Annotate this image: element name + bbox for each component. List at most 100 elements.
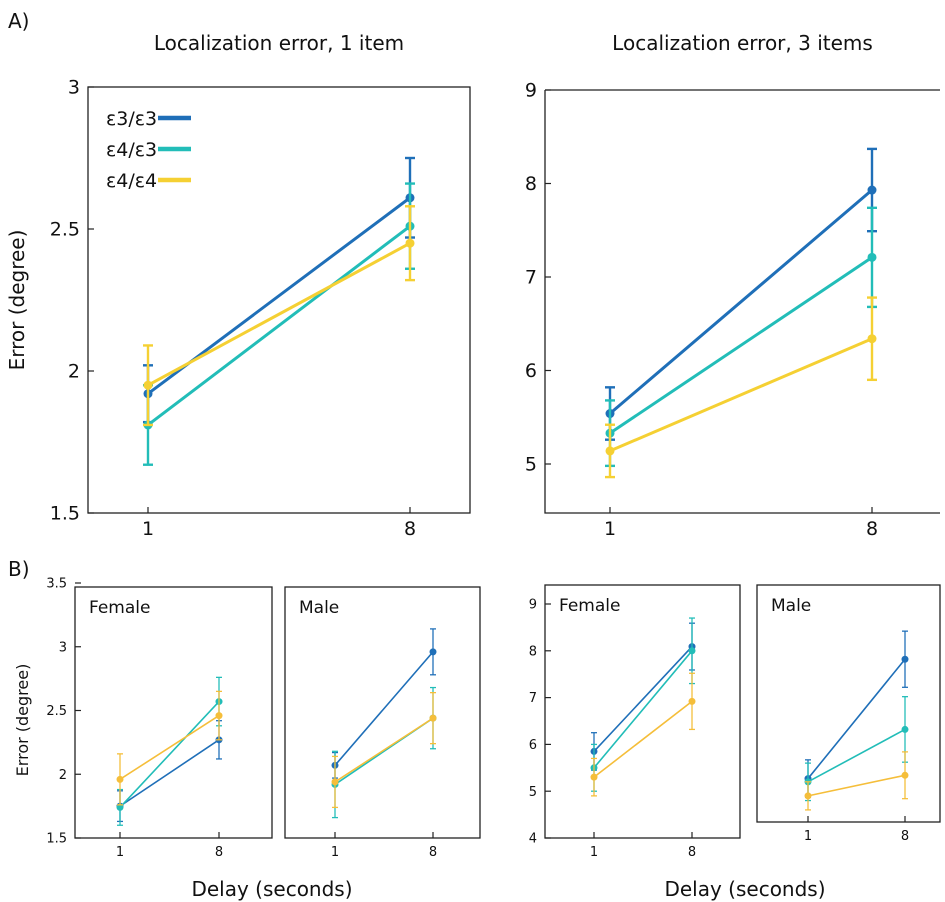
- chart-bf3: Female 1 8 4 5 6 7 8 9: [529, 584, 741, 860]
- series-line: [593, 645, 693, 753]
- plot-frame: [74, 586, 273, 839]
- panel-title: Male: [771, 596, 811, 616]
- x-tick-label: 8: [215, 845, 223, 860]
- y-tick-label: 7: [529, 691, 537, 706]
- panel-title: Localization error, 1 item: [154, 31, 404, 55]
- y-tick-label: 3: [59, 640, 67, 655]
- y-tick-label: 8: [525, 173, 537, 195]
- series-line: [119, 714, 220, 781]
- series-3: [143, 205, 415, 427]
- panel-a-label: A): [8, 9, 29, 33]
- x-tick-label: 1: [116, 845, 124, 860]
- plots: Localization error, 1 item 1 8 1.5 2 2.5 3 Loca…: [46, 31, 941, 860]
- data-point: [116, 775, 124, 783]
- data-point: [143, 380, 153, 390]
- series-line: [593, 649, 693, 769]
- series-line: [608, 188, 874, 416]
- series-line: [608, 255, 874, 435]
- plot-frame: [544, 584, 741, 839]
- chart-a1: Localization error, 1 item 1 8 1.5 2 2.5 3: [50, 31, 471, 540]
- y-tick-label: 4: [529, 832, 537, 847]
- series-line: [146, 241, 412, 387]
- plot-frame: [756, 584, 941, 823]
- data-point: [688, 697, 696, 705]
- y-tick-label: 2.5: [50, 219, 80, 241]
- series-line: [334, 651, 434, 767]
- y-tick-label: 6: [529, 738, 537, 753]
- y-tick-label: 9: [525, 80, 537, 102]
- y-tick-label: 1.5: [50, 503, 80, 525]
- series-2: [605, 206, 877, 468]
- data-point: [331, 778, 339, 786]
- y-tick-label: 5: [529, 785, 537, 800]
- series-line: [807, 774, 906, 797]
- y-axis-label-b: Error (degree): [13, 664, 32, 777]
- y-tick-label: 6: [525, 360, 537, 382]
- chart-bm1: Male 1 8: [284, 586, 481, 860]
- series-3: [804, 751, 909, 811]
- panel-b-label: B): [8, 557, 30, 581]
- data-point: [804, 792, 812, 800]
- x-tick-label: 1: [804, 829, 812, 844]
- panel-title: Localization error, 3 items: [612, 31, 873, 55]
- plot-frame: [284, 586, 481, 839]
- series-1: [143, 156, 415, 424]
- panel-title: Male: [299, 598, 339, 618]
- data-point: [867, 185, 877, 195]
- chart-bf1: Female 1 8 1.5 2 2.5 3 3.5: [46, 577, 273, 860]
- series-3: [590, 672, 696, 797]
- plot-frame: [544, 89, 940, 514]
- y-tick-label: 2.5: [46, 704, 67, 719]
- y-tick-label: 3: [68, 77, 80, 99]
- series-line: [119, 739, 220, 807]
- series-3: [116, 690, 223, 806]
- y-tick-label: 7: [525, 267, 537, 289]
- series-3: [605, 296, 877, 479]
- y-tick-label: 2: [68, 361, 80, 383]
- series-line: [119, 700, 220, 809]
- legend-label: ε3/ε3: [106, 108, 157, 130]
- x-tick-label: 8: [429, 845, 437, 860]
- y-tick-label: 2: [59, 768, 67, 783]
- series-2: [116, 676, 223, 826]
- x-axis-label-right: Delay (seconds): [664, 877, 825, 901]
- series-line: [146, 224, 412, 427]
- series-line: [334, 717, 434, 783]
- data-point: [867, 252, 877, 262]
- legend-label: ε4/ε4: [106, 170, 157, 192]
- x-tick-label: 1: [142, 518, 154, 540]
- series-1: [590, 622, 696, 771]
- x-tick-label: 8: [688, 845, 696, 860]
- y-axis-label-a: Error (degree): [5, 230, 29, 371]
- data-point: [116, 803, 124, 811]
- y-tick-label: 5: [525, 454, 537, 476]
- plot-frame: [87, 86, 471, 514]
- x-tick-label: 1: [604, 518, 616, 540]
- y-tick-label: 3.5: [46, 577, 67, 592]
- chart-a3: Localization error, 3 items 1 8 5 6 7 8 9: [525, 31, 940, 540]
- series-line: [608, 337, 874, 453]
- data-point: [215, 712, 223, 720]
- series-2: [331, 686, 437, 819]
- data-point: [590, 773, 598, 781]
- data-point: [688, 647, 696, 655]
- y-tick-label: 8: [529, 644, 537, 659]
- x-tick-label: 8: [901, 829, 909, 844]
- data-point: [405, 238, 415, 248]
- data-point: [867, 334, 877, 344]
- series-line: [593, 700, 693, 778]
- y-tick-label: 9: [529, 598, 537, 613]
- series-line: [807, 658, 906, 780]
- x-tick-label: 8: [866, 518, 878, 540]
- data-point: [429, 648, 437, 656]
- data-point: [901, 655, 909, 663]
- data-point: [605, 446, 615, 456]
- legend: ε3/ε3 ε4/ε3 ε4/ε4: [106, 108, 191, 192]
- series-2: [590, 617, 696, 792]
- data-point: [901, 771, 909, 779]
- series-3: [331, 692, 437, 809]
- series-1: [804, 630, 909, 798]
- x-axis-label-left: Delay (seconds): [191, 877, 352, 901]
- chart-bm3: Male 1 8: [756, 584, 941, 844]
